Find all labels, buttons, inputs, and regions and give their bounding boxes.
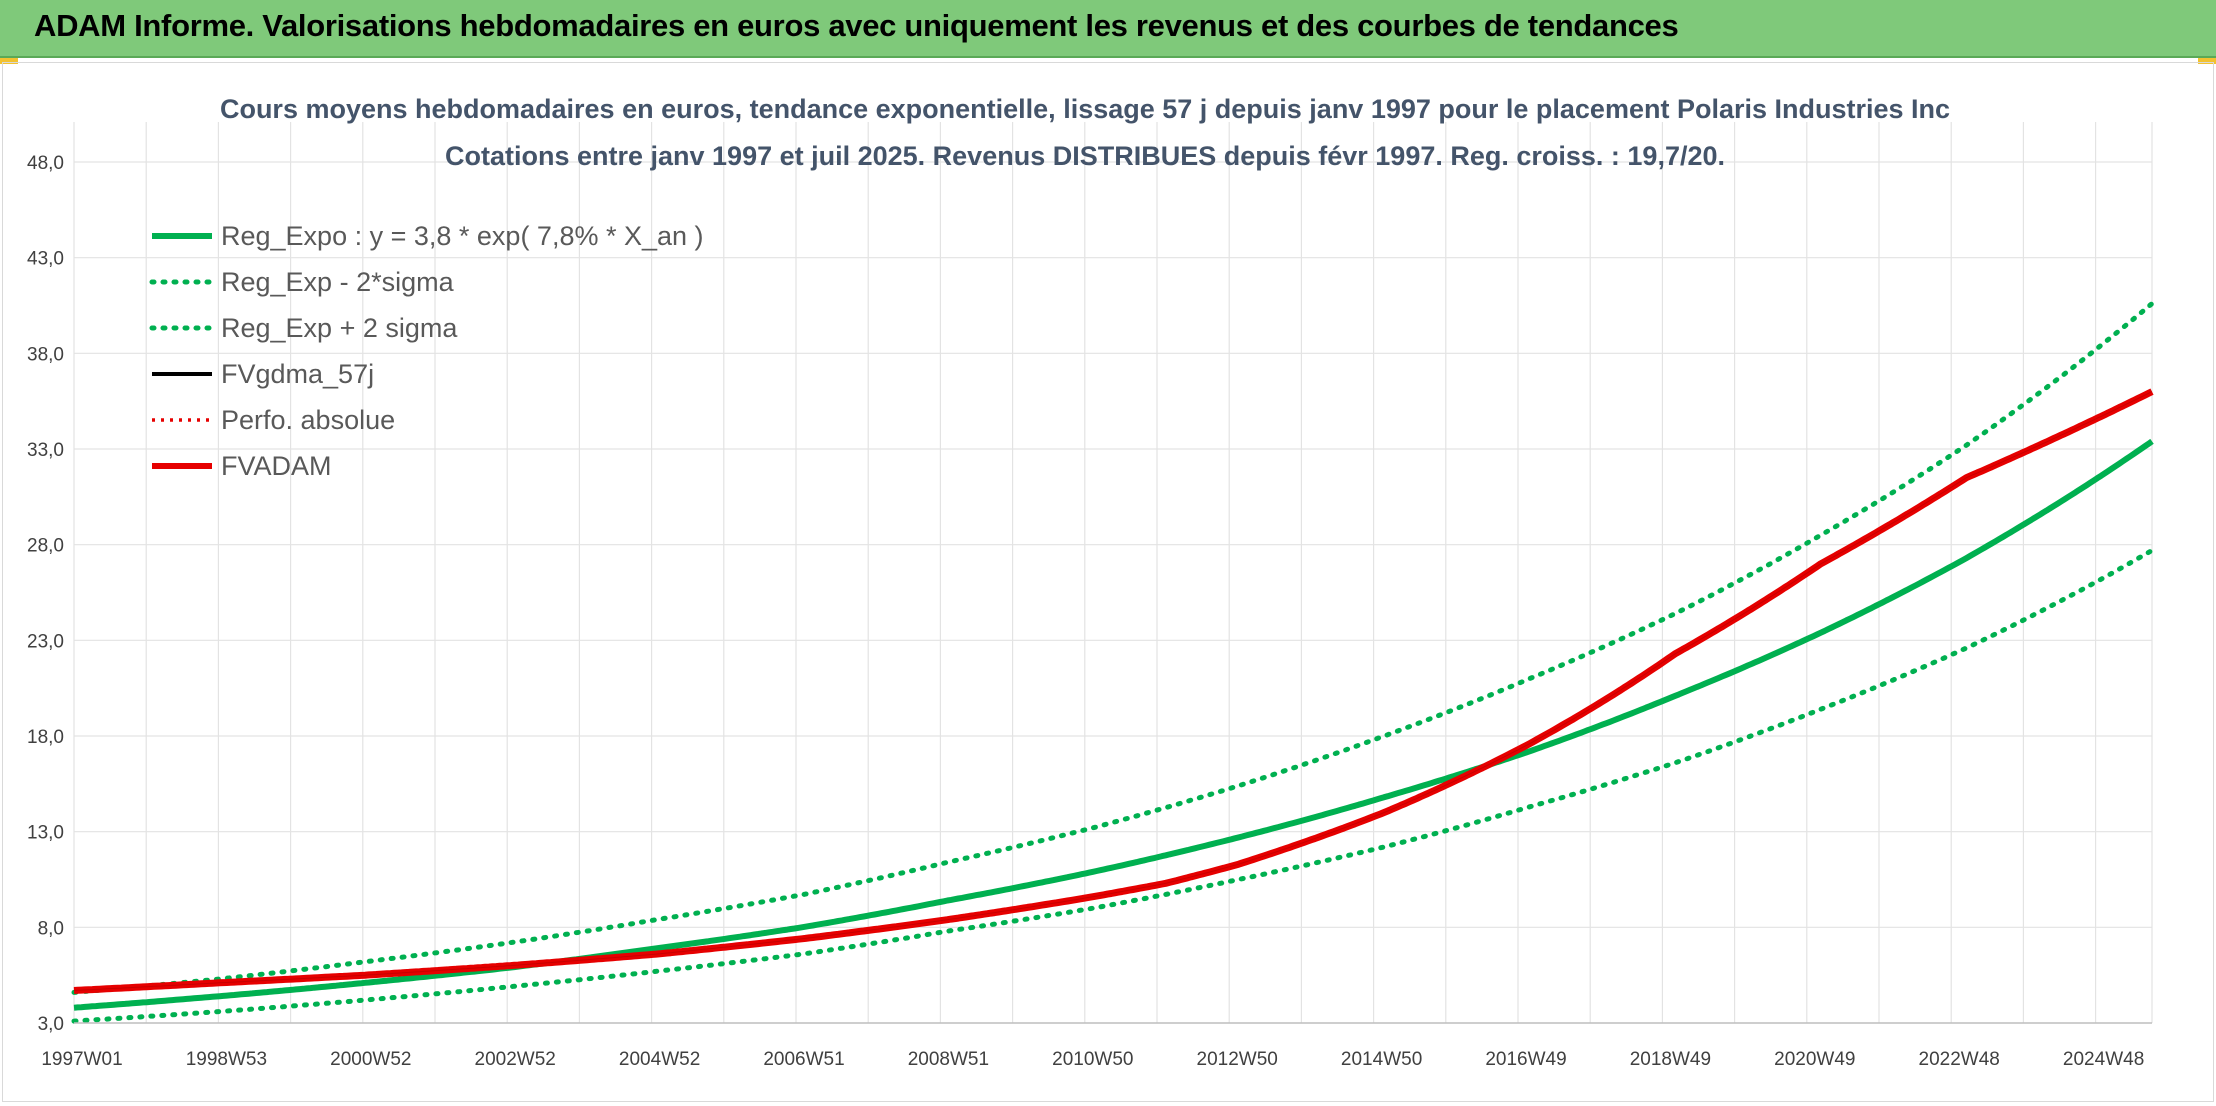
y-tick-label: 3,0: [38, 1014, 64, 1035]
y-tick-label: 28,0: [27, 536, 64, 557]
x-tick-label: 2014W50: [1341, 1049, 1422, 1070]
x-tick-label: 2016W49: [1485, 1049, 1566, 1070]
y-tick-label: 13,0: [27, 823, 64, 844]
report-title: ADAM Informe. Valorisations hebdomadaire…: [34, 8, 1679, 43]
y-tick-label: 8,0: [38, 918, 64, 939]
x-tick-label: 2000W52: [330, 1049, 411, 1070]
x-tick-label: 1998W53: [186, 1049, 267, 1070]
series-line-reg-exp-2-sigma: [71, 301, 2155, 995]
series-line-fvadam: [73, 388, 2154, 994]
legend-label: Reg_Exp + 2 sigma: [221, 313, 458, 343]
x-tick-label: 2010W50: [1052, 1049, 1133, 1070]
series-lines: [71, 301, 2155, 1024]
y-tick-label: 18,0: [27, 727, 64, 748]
x-tick-label: 2008W51: [908, 1049, 989, 1070]
chart-title-line-2: Cotations entre janv 1997 et juil 2025. …: [445, 141, 1725, 171]
legend-label: FVgdma_57j: [221, 359, 374, 389]
x-tick-label: 2024W48: [2063, 1049, 2144, 1070]
x-tick-label: 2018W49: [1630, 1049, 1711, 1070]
series-line-reg-expo-y-3-8-exp-7-8-x-an: [73, 438, 2154, 1011]
y-tick-label: 33,0: [27, 440, 64, 461]
legend: Reg_Expo : y = 3,8 * exp( 7,8% * X_an ) R…: [149, 221, 704, 481]
y-tick-label: 23,0: [27, 631, 64, 652]
corner-marker-right: [2198, 58, 2216, 64]
x-tick-label: 2002W52: [475, 1049, 556, 1070]
grid-lines: [73, 122, 2153, 1024]
chart-title: Cours moyens hebdomadaires en euros, ten…: [220, 94, 1950, 171]
legend-label: Perfo. absolue: [221, 405, 395, 435]
report-banner: ADAM Informe. Valorisations hebdomadaire…: [0, 0, 2216, 58]
y-tick-label: 43,0: [27, 249, 64, 270]
legend-label: Reg_Exp - 2*sigma: [221, 267, 455, 297]
y-tick-label: 48,0: [27, 153, 64, 174]
x-tick-label: 2004W52: [619, 1049, 700, 1070]
x-tick-label: 1997W01: [41, 1049, 122, 1070]
chart-frame: [2, 62, 2214, 1102]
series-line-reg-exp-2-sigma: [71, 547, 2155, 1024]
x-tick-label: 2020W49: [1774, 1049, 1855, 1070]
corner-marker-left: [0, 58, 18, 64]
legend-label: Reg_Expo : y = 3,8 * exp( 7,8% * X_an ): [221, 221, 704, 251]
legend-label: FVADAM: [221, 451, 332, 481]
x-tick-label: 2006W51: [763, 1049, 844, 1070]
x-tick-label: 2022W48: [1919, 1049, 2000, 1070]
series-line-fvgdma-57j: [73, 391, 2153, 991]
y-tick-label: 38,0: [27, 344, 64, 365]
axis-labels: 3,0 8,0 13,0 18,0 23,0 28,0 33,0 38,0 43,0 48,0 19…: [27, 153, 2152, 1070]
chart-title-line-1: Cours moyens hebdomadaires en euros, ten…: [220, 94, 1950, 124]
x-tick-label: 2012W50: [1197, 1049, 1278, 1070]
